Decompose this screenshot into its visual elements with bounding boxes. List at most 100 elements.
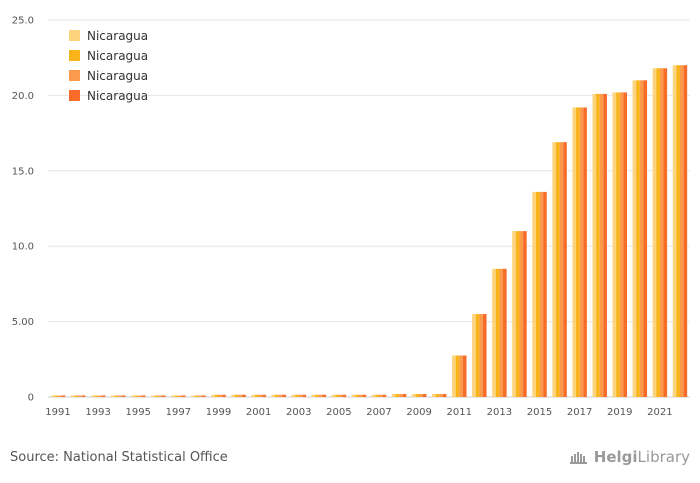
bar: [338, 394, 343, 397]
bar: [90, 395, 95, 397]
bar: [81, 395, 86, 397]
legend-swatch: [69, 30, 80, 41]
bar: [459, 355, 463, 397]
bar: [98, 395, 102, 397]
bar: [182, 395, 186, 397]
bar: [535, 191, 540, 397]
bar: [643, 80, 648, 397]
bar: [355, 394, 359, 397]
y-tick-label: 0: [28, 393, 34, 404]
y-tick-label: 15.0: [12, 166, 34, 177]
bar: [652, 68, 657, 398]
bar: [579, 107, 584, 398]
x-tick-label: 2019: [607, 407, 632, 418]
bar: [70, 395, 75, 397]
bar: [676, 65, 680, 398]
bar: [158, 395, 162, 397]
bar: [492, 268, 496, 397]
bar: [178, 395, 183, 397]
bar: [275, 394, 279, 397]
bar: [191, 395, 195, 397]
bar: [141, 395, 146, 397]
x-tick-label: 1997: [166, 407, 191, 418]
bars: [50, 65, 688, 398]
bar: [543, 191, 547, 397]
y-tick-label: 25.0: [12, 16, 34, 27]
legend-swatch: [69, 70, 80, 81]
bar: [211, 394, 215, 397]
bar: [335, 394, 339, 397]
bar: [342, 394, 347, 397]
bar: [278, 394, 283, 397]
legend-label: Nicaragua: [87, 49, 148, 63]
bar: [295, 394, 299, 397]
bar: [322, 394, 327, 397]
bar: [512, 231, 516, 397]
bar: [110, 395, 115, 397]
bar: [371, 394, 376, 397]
bar: [683, 65, 688, 398]
bar: [479, 314, 483, 397]
bar: [431, 393, 436, 397]
bar: [375, 394, 380, 397]
bar: [519, 231, 524, 397]
bar: [439, 393, 443, 397]
bar: [515, 231, 520, 397]
bar: [251, 394, 256, 397]
bar: [154, 395, 159, 397]
bar: [50, 395, 55, 397]
bar: [138, 395, 142, 397]
bar: [455, 355, 460, 397]
bar: [623, 92, 628, 397]
y-axis: 0 5.00 10.0 15.0 20.0 25.0: [12, 16, 34, 404]
bar: [298, 394, 303, 397]
x-tick-label: 2003: [286, 407, 311, 418]
bar: [422, 393, 427, 397]
bar: [415, 393, 420, 397]
x-tick-label: 2005: [326, 407, 351, 418]
bar: [198, 395, 203, 397]
bar: [599, 93, 604, 397]
bar: [495, 268, 500, 397]
legend-swatch: [69, 90, 80, 101]
bar: [315, 394, 319, 397]
bar: [311, 394, 316, 397]
bar: [238, 394, 243, 397]
bar: [101, 395, 106, 397]
x-tick-label: 2001: [246, 407, 271, 418]
bar: [452, 355, 456, 397]
source-note: Source: National Statistical Office: [10, 450, 228, 465]
bar: [395, 393, 400, 397]
bar: [663, 68, 668, 398]
y-tick-label: 20.0: [12, 91, 34, 102]
legend-label: Nicaragua: [87, 89, 148, 103]
bar: [171, 395, 175, 397]
bar: [218, 394, 223, 397]
x-tick-label: 1993: [85, 407, 110, 418]
bar: [499, 268, 504, 397]
legend-swatch: [69, 50, 80, 61]
bar: [391, 393, 396, 397]
bar: [399, 393, 403, 397]
bar: [234, 394, 239, 397]
bar: [358, 394, 363, 397]
bar: [419, 393, 423, 397]
bar: [151, 395, 155, 397]
bar: [74, 395, 79, 397]
bar: [134, 395, 139, 397]
x-tick-label: 2011: [447, 407, 472, 418]
bar: [121, 395, 126, 397]
bar: [552, 142, 556, 397]
bar: [291, 394, 296, 397]
bar: [632, 80, 637, 397]
bar: [161, 395, 166, 397]
helgi-library-logo[interactable]: Helgi Library: [569, 448, 690, 466]
bar: [572, 107, 577, 398]
bar: [442, 393, 447, 397]
bar: [563, 142, 567, 397]
bar: [435, 393, 440, 397]
bar: [114, 395, 119, 397]
bar: [679, 65, 684, 398]
bar: [318, 394, 323, 397]
bar: [462, 355, 467, 397]
